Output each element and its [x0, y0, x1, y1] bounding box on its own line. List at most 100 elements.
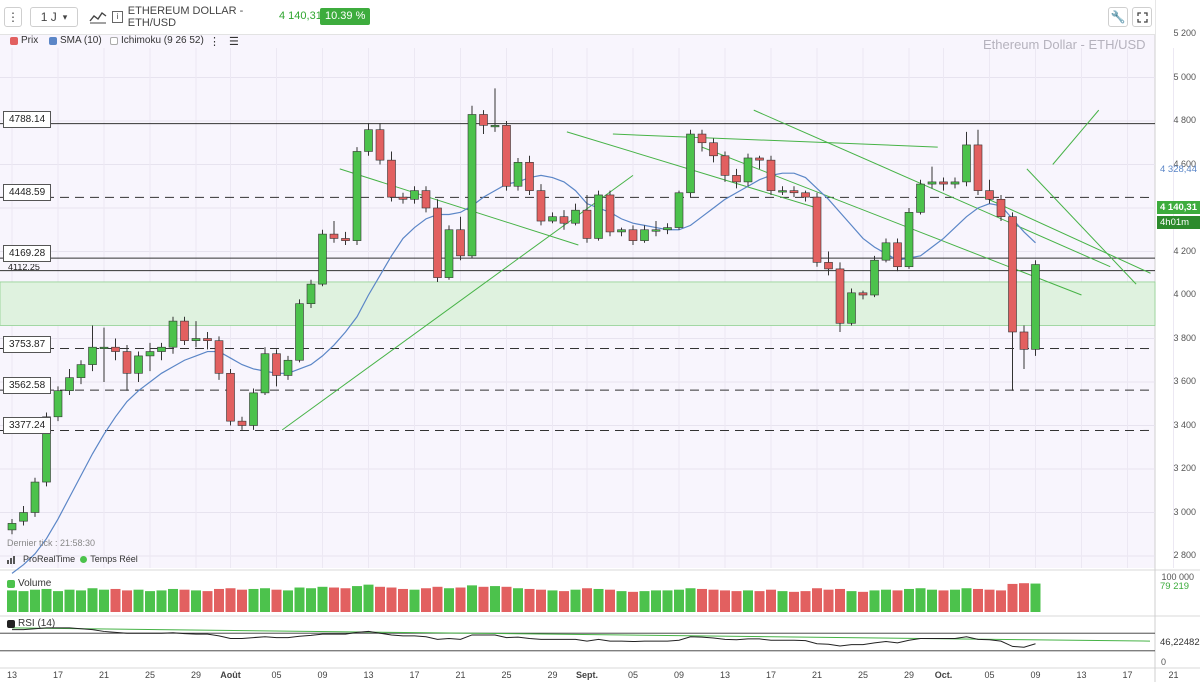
candle — [640, 229, 649, 241]
rsi-line — [12, 627, 1036, 648]
volume-bar — [156, 590, 167, 612]
rsi-legend[interactable]: RSI (14) — [7, 618, 55, 629]
level-label: 4788.14 — [3, 110, 52, 128]
candle — [950, 181, 960, 185]
ichimoku-swatch — [110, 36, 118, 45]
chart-toolbar: ⋮ 1 J ▾ i ETHEREUM DOLLAR - ETH/USD 4 14… — [0, 0, 1155, 35]
volume-bar — [317, 586, 328, 612]
volume-bar — [375, 586, 385, 612]
x-tick-label: Août — [220, 670, 241, 680]
x-tick-label: 25 — [857, 670, 869, 680]
volume-bar — [559, 591, 569, 612]
x-tick-label: 13 — [6, 670, 18, 680]
brand-bar: ProRealTime Temps Réel — [7, 554, 138, 564]
legend-settings-icon[interactable]: ⋮ — [209, 36, 220, 48]
realtime-dot-icon — [80, 555, 88, 563]
x-tick-label: 17 — [765, 670, 777, 680]
rsi-swatch — [7, 619, 15, 628]
x-tick-label: 29 — [547, 670, 558, 680]
volume-bar — [1030, 583, 1041, 612]
y-tick-label: 3 800 — [1173, 332, 1196, 343]
legend-list-icon[interactable]: ☰ — [229, 36, 239, 48]
brand-logo-icon — [7, 555, 21, 564]
candle — [398, 196, 408, 200]
candle — [755, 157, 764, 161]
x-tick-label: 17 — [1122, 670, 1133, 680]
candle — [433, 207, 442, 278]
candle — [375, 129, 385, 161]
candle — [985, 190, 994, 200]
volume-bar — [973, 588, 983, 612]
volume-bar — [570, 589, 581, 612]
trend-line — [1026, 168, 1137, 285]
volume-bar — [605, 589, 615, 612]
x-tick-label: 05 — [271, 670, 282, 680]
rsi-current-tag: 46,22482 — [1160, 637, 1200, 648]
volume-bar — [271, 589, 282, 612]
volume-bar — [662, 590, 673, 612]
volume-bar — [168, 588, 178, 612]
candle — [65, 377, 74, 391]
volume-bar — [789, 591, 799, 612]
candle — [122, 351, 132, 374]
last-tick: Dernier tick : 21:58:30 — [7, 538, 96, 548]
volume-legend[interactable]: Volume — [7, 578, 51, 589]
volume-bar — [133, 589, 144, 612]
rsi-label: RSI (14) — [18, 618, 56, 629]
volume-bar — [225, 588, 236, 612]
volume-bar — [927, 589, 937, 612]
candle — [53, 390, 63, 418]
volume-bar — [41, 588, 52, 612]
y-tick-label: 3 200 — [1173, 463, 1196, 473]
volume-bar — [881, 589, 891, 612]
candle — [697, 133, 707, 144]
candle — [513, 162, 523, 187]
candle — [962, 144, 971, 183]
volume-bar — [984, 589, 995, 612]
x-tick-label: 09 — [673, 670, 685, 680]
chart-mode-icon[interactable]: ⋮ — [4, 7, 22, 27]
x-tick-label: 05 — [984, 670, 995, 680]
candle — [76, 364, 86, 378]
rsi-panel-background — [0, 616, 1155, 668]
x-tick-label: 21 — [98, 670, 110, 680]
candle — [99, 346, 109, 350]
volume-bar — [363, 584, 374, 612]
price-swatch — [10, 36, 18, 45]
volume-bar — [1019, 583, 1029, 612]
volume-bar — [467, 585, 477, 612]
candle — [249, 392, 258, 426]
level-label: 3377.24 — [3, 417, 52, 435]
instrument-selector[interactable]: i ETHEREUM DOLLAR - ETH/USD — [112, 5, 274, 29]
legend-sma[interactable]: SMA (10) — [49, 35, 102, 46]
volume-bar — [651, 590, 661, 612]
trend-line — [701, 146, 1082, 296]
wrench-icon[interactable]: 🔧 — [1108, 7, 1128, 27]
chart-type-icon[interactable] — [86, 7, 110, 27]
candle — [456, 229, 465, 257]
candle — [479, 114, 488, 126]
volume-bar — [846, 591, 857, 612]
legend-ichimoku[interactable]: Ichimoku (9 26 52) — [110, 35, 204, 46]
candle — [168, 320, 178, 348]
expand-icon[interactable] — [1132, 7, 1152, 27]
period-select[interactable]: 1 J ▾ — [30, 7, 78, 27]
candle — [295, 303, 304, 361]
candle — [571, 209, 580, 224]
volume-bar — [536, 589, 546, 612]
change-badge: 10.39 % — [320, 8, 371, 25]
x-tick-label: 21 — [1168, 670, 1179, 680]
candle — [743, 157, 753, 183]
x-tick-label: 09 — [1030, 670, 1041, 680]
candle — [111, 346, 120, 352]
volume-bar — [248, 588, 259, 612]
x-tick-label: 17 — [409, 670, 420, 680]
candle — [732, 175, 741, 183]
volume-bar — [858, 591, 868, 612]
candle — [180, 320, 189, 341]
legend-price[interactable]: Prix — [10, 35, 38, 46]
candle — [536, 190, 546, 222]
current-price: 4 140,31 — [279, 10, 322, 22]
x-tick-label: 13 — [719, 670, 731, 680]
